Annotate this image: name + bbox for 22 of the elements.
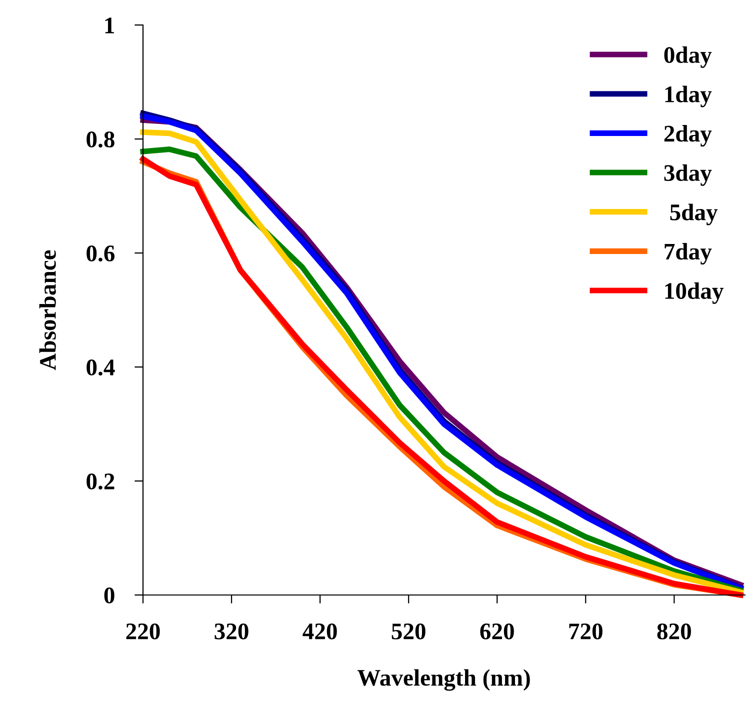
legend-label: 10day <box>665 282 724 304</box>
y-tick-label: 0.2 <box>86 473 114 490</box>
x-tick-label: 220 <box>126 623 160 640</box>
x-tick-label: 720 <box>569 623 602 640</box>
legend-label: 2day <box>664 125 712 147</box>
y-tick-label: 1 <box>105 18 114 34</box>
y-tick-label: 0 <box>104 587 114 604</box>
legend-label: 1day <box>665 86 712 108</box>
legend-label: 7day <box>664 243 712 265</box>
x-tick-label: 320 <box>214 623 248 640</box>
x-axis-title: Wavelength (nm) <box>357 669 530 691</box>
x-tick-label: 620 <box>480 623 514 640</box>
legend-label: 0day <box>664 46 712 68</box>
x-tick-label: 820 <box>657 623 691 640</box>
legend-label: 5day <box>670 204 718 226</box>
y-tick-label: 0.8 <box>86 131 114 148</box>
y-tick-label: 0.4 <box>86 359 115 376</box>
legend-label: 3day <box>664 164 712 186</box>
x-tick-label: 520 <box>392 623 426 640</box>
y-axis-title: Absorbance <box>39 250 56 370</box>
y-tick-label: 0.6 <box>86 245 115 262</box>
x-tick-label: 420 <box>302 623 337 640</box>
